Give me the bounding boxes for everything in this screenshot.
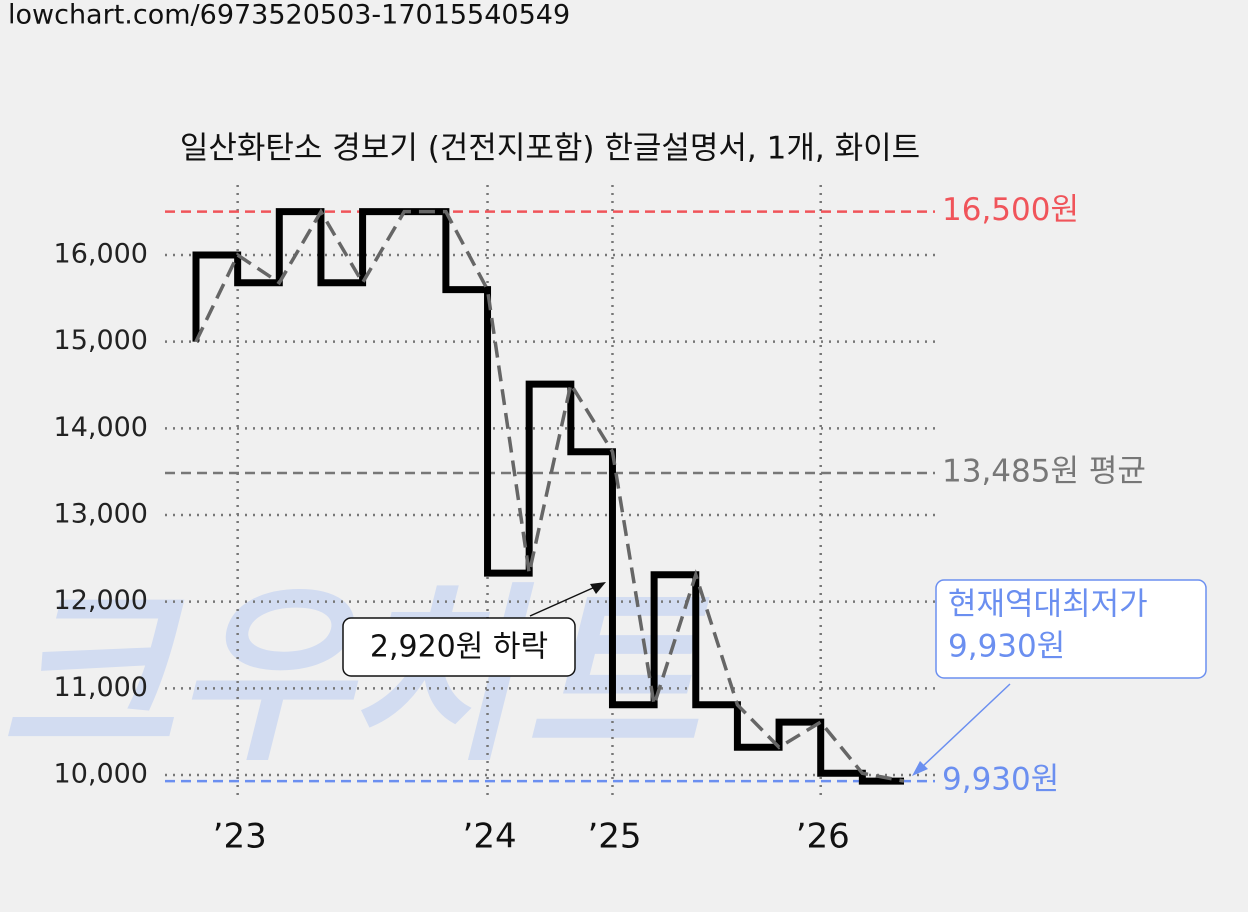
y-tick-label: 10,000 (54, 759, 148, 790)
y-tick-label: 12,000 (54, 585, 148, 616)
reference-label: 9,930원 (942, 762, 1059, 798)
callout-arrow (921, 683, 1011, 768)
annotation-text: 2,920원 하락 (370, 630, 548, 665)
y-tick-label: 16,000 (54, 239, 148, 270)
reference-label: 13,485원 평균 (942, 453, 1146, 489)
annotation-arrow (529, 586, 596, 617)
callout-box (935, 579, 1207, 679)
y-tick-label: 14,000 (54, 412, 148, 443)
callout-text: 9,930원 (948, 629, 1065, 665)
chart-title: 일산화탄소 경보기 (건전지포함) 한글설명서, 1개, 화이트 (180, 131, 920, 167)
callout-text: 현재역대최저가 (948, 587, 1148, 623)
x-tick-label: ’23 (213, 817, 267, 857)
arrow-head (912, 761, 928, 776)
y-tick-label: 11,000 (54, 672, 148, 703)
price-step-line (192, 208, 904, 785)
x-tick-label: ’25 (587, 817, 641, 857)
annotation-box (342, 617, 576, 677)
y-tick-label: 13,000 (54, 499, 148, 530)
arrow-head (590, 582, 606, 594)
y-tick-label: 15,000 (54, 325, 148, 356)
x-tick-label: ’24 (463, 817, 517, 857)
url-header: lowchart.com/6973520503-17015540549 (8, 0, 570, 31)
x-tick-label: ’26 (796, 817, 850, 857)
reference-label: 16,500원 (942, 192, 1079, 228)
